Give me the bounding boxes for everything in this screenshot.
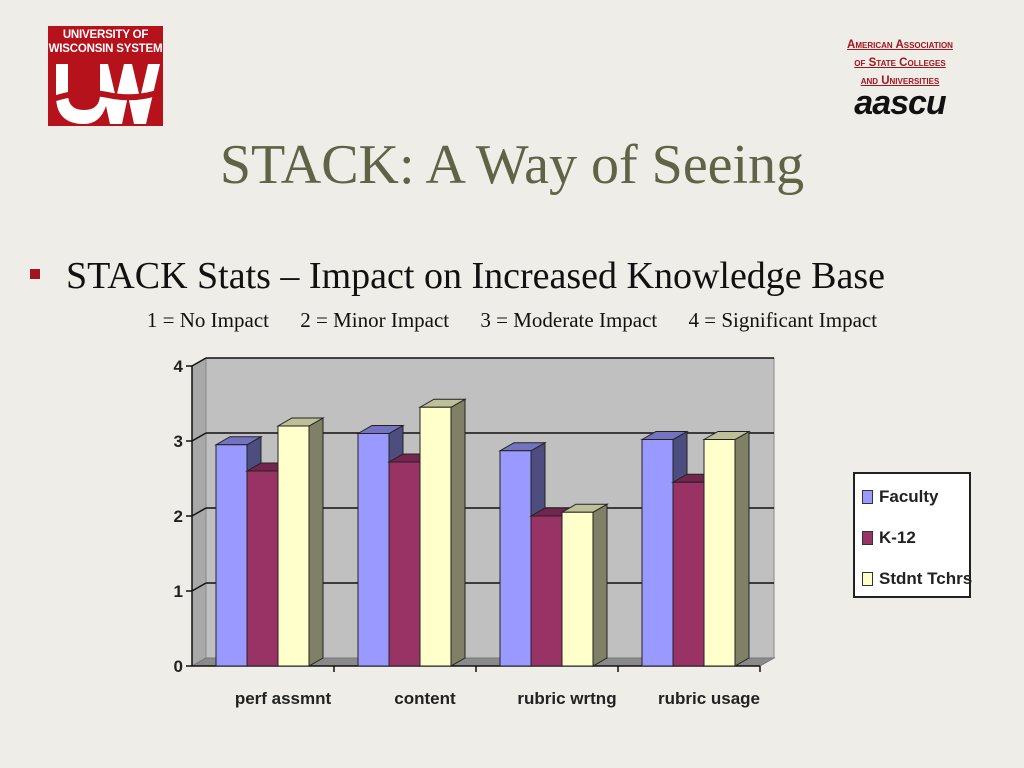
bar-3-2-front — [703, 439, 736, 667]
aascu-name-line-2: of State Colleges — [854, 57, 946, 69]
bar-0-0-front — [215, 444, 248, 667]
gridline-side-1 — [191, 582, 207, 592]
bar-0-1-front — [246, 470, 279, 667]
logo-text-line-2: WISCONSIN SYSTEM — [48, 43, 163, 55]
scale-item-1: 1 = No Impact — [146, 308, 269, 332]
legend-swatch-faculty — [862, 490, 873, 504]
y-tick-label-0: 0 — [174, 657, 183, 676]
legend-swatch-k12 — [862, 531, 873, 545]
university-of-wisconsin-logo: UNIVERSITY OF WISCONSIN SYSTEM — [48, 26, 163, 126]
legend-label-k12: K-12 — [879, 528, 916, 547]
bullet-text: STACK Stats – Impact on Increased Knowle… — [66, 255, 886, 297]
chart-legend: Faculty K-12 Stdnt Tchrs — [853, 472, 972, 598]
bar-2-2-front — [561, 511, 594, 667]
gridline-side-4 — [191, 357, 207, 367]
bar-2-0-front — [499, 450, 532, 667]
square-bullet-icon — [30, 269, 40, 279]
y-tick-label-4: 4 — [174, 357, 184, 376]
impact-scale: 1 = No Impact 2 = Minor Impact 3 = Moder… — [0, 306, 1024, 334]
bar-0-2-side — [308, 417, 324, 667]
legend-label-faculty: Faculty — [879, 487, 939, 506]
x-tick-label-0: perf assmnt — [235, 689, 332, 708]
logo-text-line-1: UNIVERSITY OF — [62, 29, 149, 41]
bar-1-1-front — [388, 461, 421, 667]
bar-2-1-front — [530, 515, 563, 667]
y-tick-label-1: 1 — [174, 582, 183, 601]
aascu-logo: American Association of State Colleges a… — [820, 36, 980, 122]
bar-1-2-front — [419, 406, 452, 667]
bar-2-2-side — [592, 503, 608, 667]
bar-1-0-front — [357, 433, 390, 667]
bar-3-2-side — [734, 430, 750, 667]
y-tick-label-3: 3 — [174, 432, 183, 451]
x-tick-label-3: rubric usage — [658, 689, 760, 708]
scale-item-3: 3 = Moderate Impact — [480, 308, 658, 332]
legend-swatch-stdnt-tchrs — [862, 572, 873, 586]
legend-item-faculty: Faculty — [862, 486, 939, 508]
scale-item-2: 2 = Minor Impact — [300, 308, 450, 332]
legend-label-stdnt-tchrs: Stdnt Tchrs — [879, 569, 973, 588]
bar-0-2-front — [277, 425, 310, 667]
uw-mark-icon — [48, 64, 163, 124]
scale-item-4: 4 = Significant Impact — [688, 308, 878, 332]
x-tick-label-1: content — [394, 689, 456, 708]
bar-1-2-side — [450, 398, 466, 667]
aascu-name-line-3: and Universities — [860, 75, 940, 87]
slide-title: STACK: A Way of Seeing — [219, 134, 805, 196]
legend-item-k12: K-12 — [862, 527, 916, 549]
aascu-wordmark: aascu — [854, 84, 946, 122]
legend-item-stdnt-tchrs: Stdnt Tchrs — [862, 568, 972, 590]
aascu-name-line-1: American Association — [847, 39, 953, 51]
bar-3-1-front — [672, 481, 705, 667]
bar-3-0-front — [641, 439, 674, 667]
y-tick-label-2: 2 — [174, 507, 183, 526]
gridline-side-3 — [191, 432, 207, 442]
x-tick-label-2: rubric wrtng — [517, 689, 616, 708]
gridline-side-2 — [191, 507, 207, 517]
